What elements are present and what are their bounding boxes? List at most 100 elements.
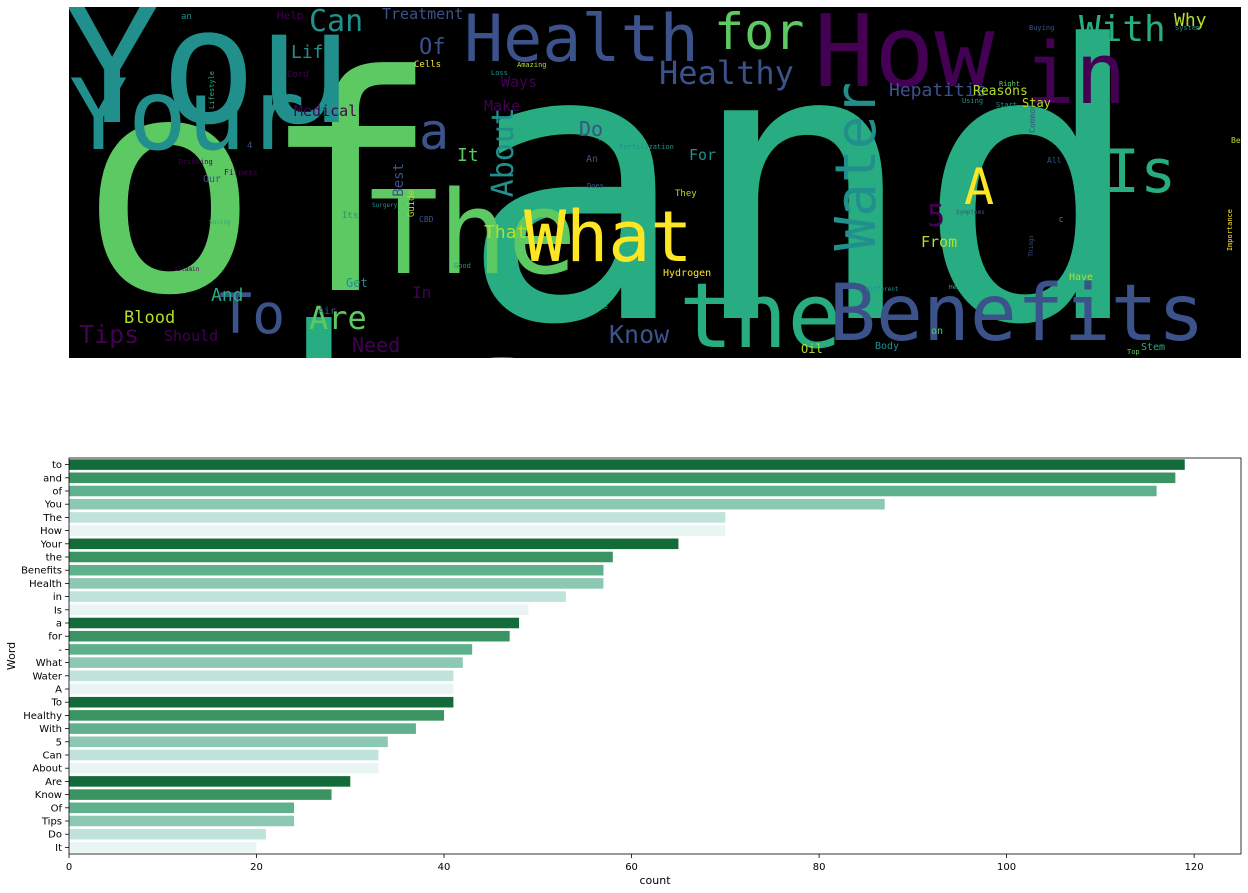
cloud-word: Oil: [801, 342, 823, 356]
cloud-word: With: [1079, 9, 1166, 50]
cloud-word: Drinking: [179, 158, 213, 166]
cloud-word: Tips: [79, 320, 140, 349]
y-tick-label: Water: [32, 671, 62, 682]
bar-5: [69, 525, 726, 536]
cloud-word: of: [79, 12, 441, 358]
cloud-word: Can: [309, 7, 364, 39]
cloud-word: Fertilization: [619, 143, 674, 151]
bar-0: [69, 459, 1185, 470]
cloud-word: Reasons: [973, 84, 1028, 99]
x-tick-label: 100: [997, 862, 1016, 873]
y-tick-label: With: [39, 724, 62, 735]
y-tick-label: Is: [54, 605, 62, 616]
cloud-word: Air: [318, 306, 337, 317]
cloud-word: Water: [824, 82, 889, 251]
cloud-word: Symptoms: [956, 209, 985, 216]
y-tick-label: Can: [43, 751, 62, 762]
bar-26: [69, 802, 295, 814]
plot-frame: [68, 457, 1242, 855]
bar-28: [69, 828, 266, 840]
cloud-word: Cells: [414, 60, 442, 70]
x-axis-label: count: [639, 874, 671, 887]
bar-12: [69, 617, 520, 629]
cloud-word: How: [814, 7, 995, 110]
y-tick-label: -: [58, 645, 62, 656]
cloud-word: Start: [996, 101, 1018, 109]
cloud-word: That: [484, 222, 528, 243]
cloud-word: The: [369, 167, 577, 301]
cloud-word: Get: [346, 276, 368, 290]
cloud-word: An: [586, 154, 599, 165]
bar-9: [69, 578, 604, 589]
y-tick-label: to: [52, 460, 62, 471]
bar-23: [69, 762, 379, 774]
cloud-word: Have: [1069, 272, 1094, 283]
cloud-word: Be: [1231, 136, 1241, 145]
y-tick-label: Tips: [41, 817, 62, 828]
bar-17: [69, 683, 454, 695]
cloud-word: Healthy: [659, 54, 794, 92]
y-tick-label: Your: [40, 539, 63, 550]
bar-3: [69, 498, 885, 510]
y-tick-label: It: [55, 843, 62, 854]
cloud-word: Need: [352, 333, 401, 357]
y-tick-label: and: [43, 473, 62, 484]
cloud-word: Saving: [209, 219, 231, 226]
bar-chart: to and of You The How Your the Benefits Health in I…: [5, 457, 1242, 887]
cloud-word: A: [964, 158, 995, 216]
y-tick-label: A: [55, 685, 62, 696]
x-tick-label: 0: [66, 862, 72, 873]
cloud-word: an: [181, 12, 192, 22]
cloud-word: Healthcare: [949, 284, 986, 291]
cloud-word: Ways: [501, 73, 538, 91]
y-tick-label: a: [56, 619, 62, 630]
cloud-word: Blood: [124, 308, 176, 328]
y-tick-label: Benefits: [21, 566, 62, 577]
bar-4: [69, 512, 726, 523]
bar-11: [69, 604, 529, 616]
cloud-word: For: [689, 146, 717, 164]
y-tick-label: You: [44, 500, 62, 511]
cloud-word: Are: [309, 299, 367, 337]
cloud-word: Buying: [1029, 24, 1055, 32]
y-tick-label: for: [48, 632, 63, 643]
y-tick-label: the: [46, 553, 62, 564]
cloud-word: Benefits: [829, 269, 1205, 358]
y-tick-label: Are: [45, 777, 62, 788]
cloud-word: Body: [875, 341, 900, 352]
y-tick-label: Health: [29, 579, 62, 590]
cloud-word: Stem: [1141, 342, 1166, 353]
bar-19: [69, 710, 445, 721]
bar-8: [69, 564, 604, 576]
cloud-word: Hepatitis: [889, 80, 987, 101]
y-tick-label: in: [53, 592, 62, 603]
cloud-word: and: [459, 7, 1146, 358]
y-tick-label: What: [36, 658, 62, 669]
y-tick-label: The: [42, 513, 62, 524]
cloud-word: Surgery: [372, 202, 398, 209]
bar-24: [69, 776, 351, 787]
cloud-word: Stay: [1022, 96, 1051, 110]
cloud-word: Things: [1028, 235, 1035, 257]
cloud-word: Some: [591, 303, 608, 311]
cloud-word: And: [211, 285, 244, 306]
bar-15: [69, 657, 463, 668]
cloud-word: They: [675, 189, 697, 199]
cloud-word: In: [412, 283, 432, 302]
cloud-word: Help: [277, 9, 304, 22]
bar-27: [69, 815, 295, 827]
cloud-word: You: [69, 7, 353, 160]
cloud-word: Cord: [287, 70, 309, 80]
cloud-word: Good: [454, 262, 471, 270]
cloud-word: Common: [1028, 104, 1037, 133]
x-tick-label: 120: [1185, 862, 1204, 873]
cloud-word: From: [921, 233, 958, 251]
cloud-word: C: [1059, 216, 1064, 224]
cloud-word: 4: [247, 141, 253, 151]
bar-20: [69, 723, 416, 734]
bar-10: [69, 591, 566, 602]
cloud-word: Amazing: [517, 61, 547, 69]
cloud-word: Best: [391, 163, 407, 197]
cloud-word: Lifestyle: [208, 71, 216, 109]
cloud-word: Our: [203, 174, 222, 185]
